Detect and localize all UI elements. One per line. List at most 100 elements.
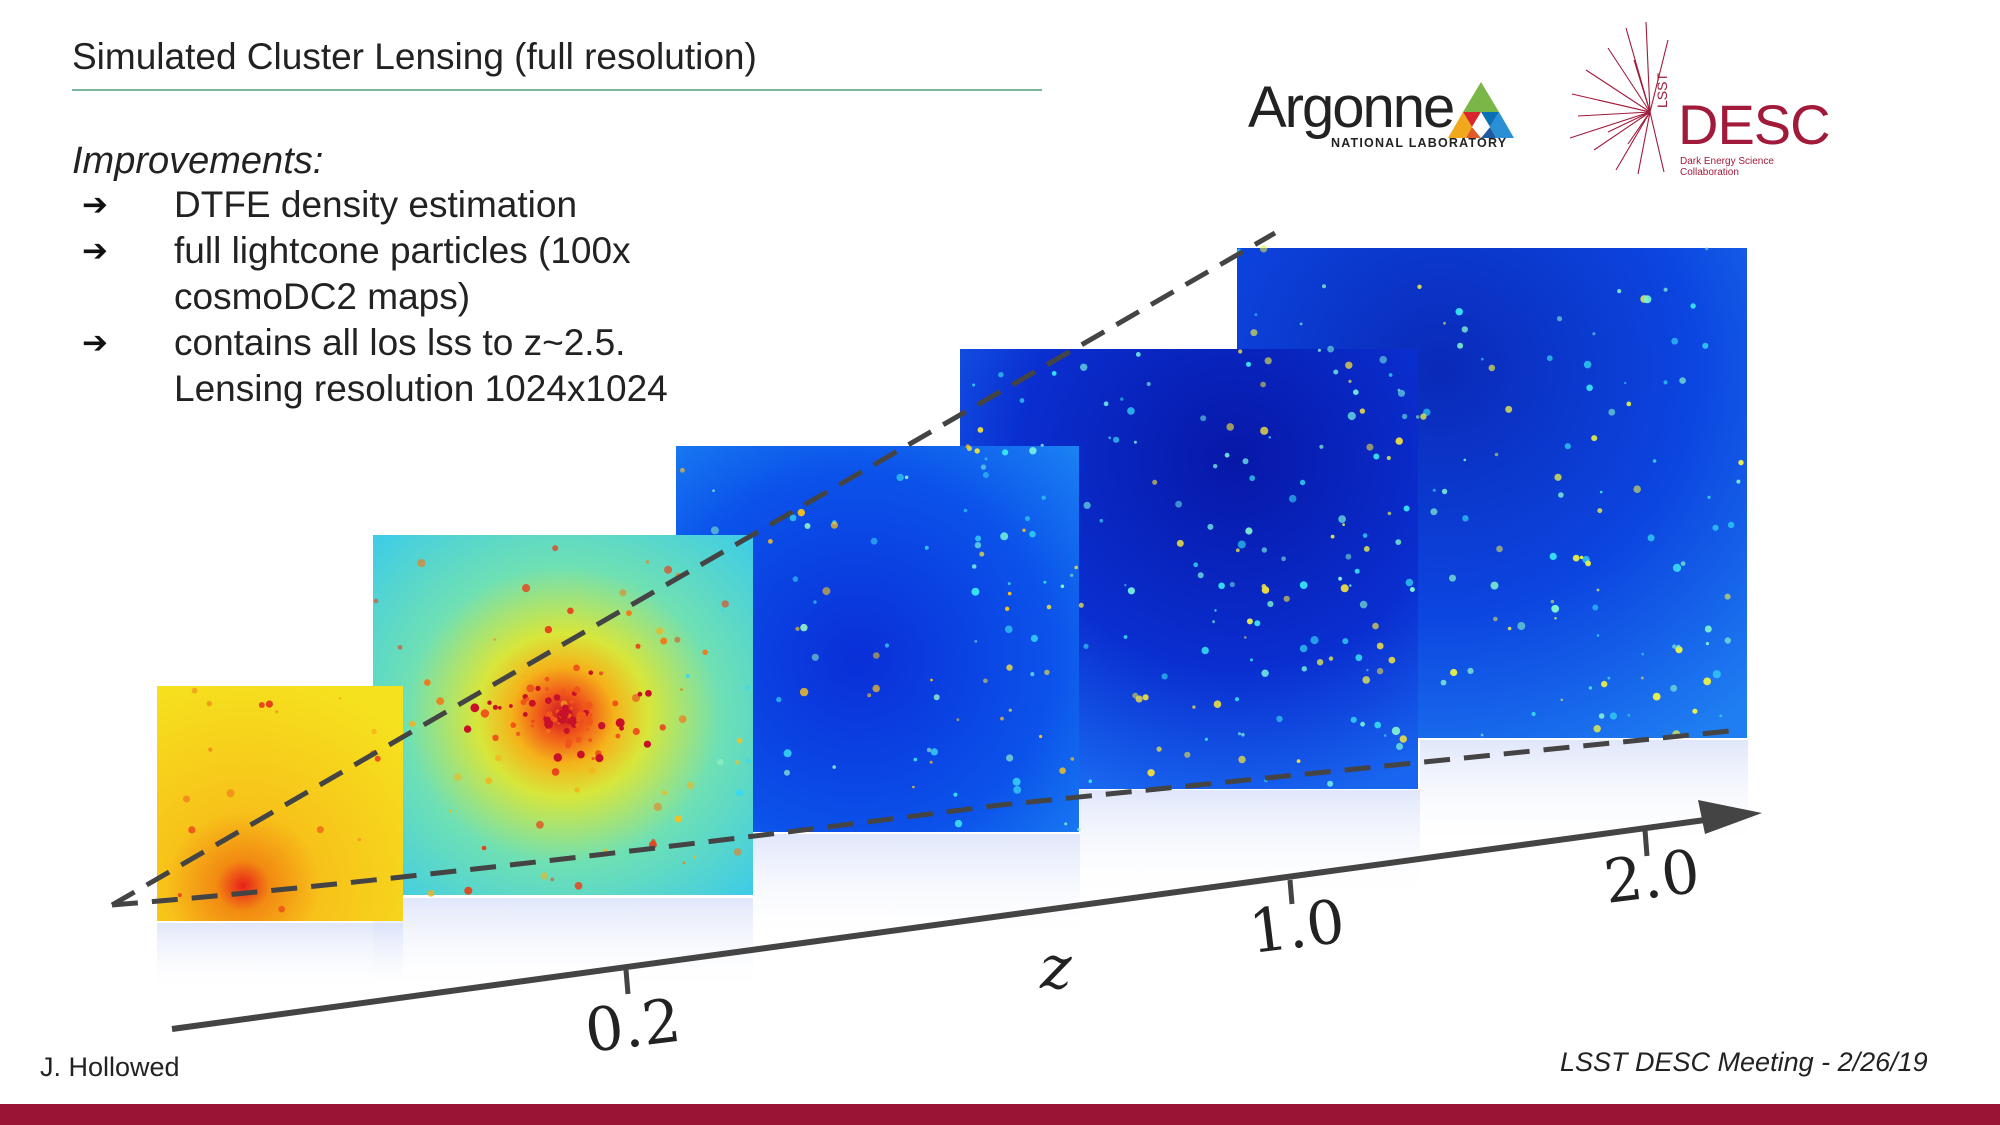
halo-speckle [1507,626,1512,631]
halo-speckle [1705,247,1709,251]
halo-speckle [550,877,555,882]
halo-speckle [929,760,933,764]
halo-speckle [721,609,724,612]
bottom-accent-bar [0,1104,2000,1125]
halo-speckle [278,905,286,913]
bullet-text: cosmoDC2 maps) [174,276,471,317]
halo-speckle [1040,443,1044,447]
halo-speckle [1560,698,1564,702]
halo-speckle [1000,716,1004,721]
halo-speckle [1218,582,1225,590]
halo-speckle [1310,636,1319,645]
halo-speckle [712,489,715,493]
halo-speckle [1670,684,1678,692]
halo-speckle [1363,546,1370,552]
author-footer: J. Hollowed [40,1052,180,1082]
halo-speckle [1283,595,1290,602]
cluster-core-speckle [528,699,536,707]
halo-speckle [1551,604,1560,613]
halo-speckle [1019,398,1025,403]
halo-speckle [1077,827,1081,832]
cluster-core-speckle [578,711,587,719]
halo-speckles [177,245,1744,913]
halo-speckle [1083,643,1089,649]
halo-speckle [522,584,531,593]
halo-speckle [373,598,379,604]
z-tick-label: 2.0 [1600,837,1703,918]
arrow-icon: ➔ [82,187,108,223]
halo-speckle [191,687,198,694]
halo-speckle [1599,490,1603,494]
halo-speckle [546,729,551,734]
halo-speckle [1204,737,1208,741]
halo-speckle [1430,508,1438,516]
halo-speckle [1242,458,1249,465]
halo-speckle [1359,408,1366,414]
halo-speckle [1299,581,1308,589]
halo-speckle [1322,284,1326,289]
halo-speckle [1254,313,1258,316]
halo-speckle [1712,524,1719,531]
halo-speckle [768,539,773,544]
slide-title: Simulated Cluster Lensing (full resoluti… [72,36,757,77]
halo-speckle [1405,578,1414,587]
halo-speckle [744,685,750,691]
lightcone-upper-edge [110,230,1277,908]
halo-speckle [1000,532,1009,541]
halo-speckle [485,777,493,785]
halo-speckle [1207,523,1214,530]
cluster-core-speckle [525,697,530,702]
halo-speckle [1379,355,1387,364]
cluster-core-speckle [569,700,574,704]
halo-speckle [1641,652,1645,656]
halo-speckle [1108,436,1111,440]
halo-speckle [1345,553,1352,560]
halo-speckle [1193,562,1199,568]
halo-speckle [1457,342,1464,349]
halo-speckle [454,773,462,781]
halo-speckle [736,789,744,797]
list-item: ➔ contains all los lss to z~2.5. Lensing… [82,320,762,412]
halo-speckle [1652,459,1657,463]
halo-speckle [799,687,809,697]
halo-speckle [495,754,502,762]
halo-speckle [1348,379,1352,383]
halo-speckle [522,674,528,680]
cluster-core-speckle [645,690,652,697]
halo-speckle [1455,308,1463,316]
halo-speckle [1197,572,1204,579]
halo-speckle [1064,822,1068,826]
halo-speckle [1601,680,1608,688]
halo-speckle [1124,584,1127,587]
halo-speckle [1005,606,1010,611]
halo-speckle [206,700,212,707]
map-reflection [373,898,753,993]
halo-speckle [1288,494,1297,503]
halo-speckle [275,710,279,714]
cluster-core-speckle [586,727,589,731]
z-axis-line [171,817,1706,1032]
halo-speckle [813,600,817,604]
halo-speckle [1043,580,1047,584]
halo-speckle [1704,625,1712,633]
halo-speckle [1409,587,1415,592]
halo-speckle [1175,500,1182,508]
bullet-text: Lensing resolution 1024x1024 [174,368,668,409]
z-axis-tick [1287,879,1295,905]
halo-speckle [1080,363,1088,371]
halo-speckle [1261,547,1268,553]
halo-speckle [660,637,668,645]
halo-speckle [678,715,687,723]
halo-speckle [789,514,797,522]
cluster-core-speckle [588,670,594,675]
cluster-core-speckle [573,664,580,672]
cluster-core-speckle [498,706,502,710]
halo-speckle [1702,342,1709,349]
halo-speckle [664,565,673,574]
z-axis-tick [623,969,631,995]
cluster-core-speckle [510,722,517,728]
halo-speckle [1246,618,1253,625]
halo-speckle [1261,669,1269,677]
halo-speckle [1184,751,1191,758]
halo-speckle [1152,479,1158,485]
